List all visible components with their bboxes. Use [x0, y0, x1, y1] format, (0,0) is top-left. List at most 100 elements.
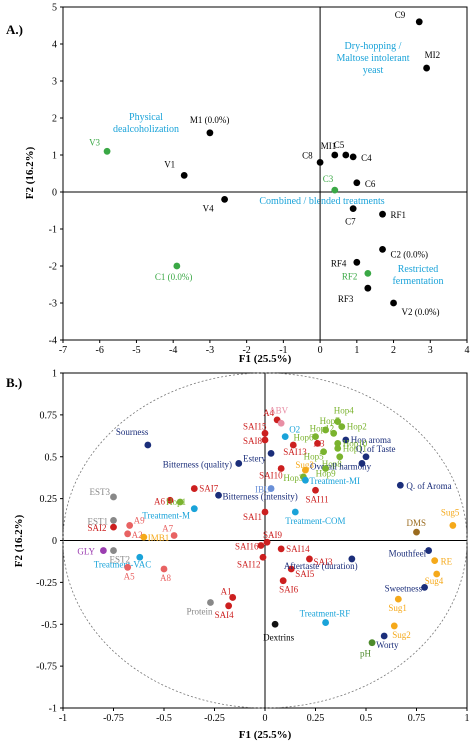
panel-b-point-a9 — [126, 522, 134, 529]
panel-a-point-label-c5: C5 — [334, 140, 345, 150]
panel-a-plot-frame — [62, 6, 468, 341]
panel-b-point-estery — [267, 450, 275, 457]
panel-b-point-sai14 — [277, 545, 285, 553]
panel-a-x-tick-label: 1 — [354, 345, 359, 356]
panel-b-x-tick-label: 1 — [465, 713, 470, 724]
panel-b-point-hop5 — [320, 448, 327, 456]
panel-b-point-label-hop6: Hop6 — [294, 433, 314, 443]
panel-b-point-label-sug2: Sug2 — [392, 630, 411, 640]
panel-b-point-label-sai12: SAI12 — [237, 559, 261, 569]
panel-b-point-label-sai2: SAI2 — [88, 523, 107, 533]
panel-b-point-label-sug1: Sug1 — [388, 603, 407, 613]
panel-b-point-bitterness-intensity — [215, 491, 222, 499]
panel-b-point-a2 — [124, 530, 132, 538]
panel-a-point-c9 — [415, 18, 423, 26]
panel-b-point-label-overall-harmony: Overall harmony — [310, 461, 372, 471]
panel-b-point-sai12 — [259, 553, 267, 561]
panel-b-point-label-est3: EST3 — [90, 487, 111, 497]
panel-a-point-mi1 — [331, 151, 339, 159]
panel-b-x-tick-label: 0 — [263, 713, 268, 724]
panel-a-y-tick-label: -2 — [49, 262, 57, 273]
panel-b-point-label-bitterness-intensity: Bitterness (intensity) — [223, 491, 298, 501]
panel-b-point-label-treatment-m: Treatment-M — [142, 511, 190, 521]
panel-a-label: A.) — [6, 22, 23, 37]
panel-b-x-tick-label: -0.5 — [156, 713, 172, 724]
panel-b-point-hop1 — [176, 498, 184, 506]
panel-a-x-tick-label: 4 — [465, 345, 470, 356]
panel-b-point-label-ph: pH — [360, 649, 372, 659]
panel-a-point-rf3 — [364, 284, 372, 292]
panel-a-x-tick-label: 0 — [318, 345, 323, 356]
panel-b-point-sug3 — [302, 466, 309, 474]
panel-b-x-tick-label: 0.5 — [360, 713, 373, 724]
panel-a-y-tick-label: 1 — [52, 151, 57, 162]
panel-b-point-label-hop7: Hop7 — [320, 416, 340, 426]
panel-b-point-label-aftertaste-duration: Aftertaste (duration) — [284, 561, 358, 571]
panel-b-point-label-sourness: Sourness — [116, 427, 149, 437]
panel-b-point-hop-aroma — [342, 436, 350, 444]
panel-a-point-label-rf3: RF3 — [338, 294, 354, 304]
panel-a-point-v3 — [103, 147, 111, 155]
panel-a-x-tick-label: -5 — [132, 345, 140, 356]
panel-b-point-label-sai5: SAI5 — [295, 569, 315, 579]
panel-a-x-tick-label: 3 — [428, 345, 433, 356]
panel-b-point-label-a6: A6 — [154, 496, 165, 506]
panel-b-point-label-imb1: IMB1 — [148, 533, 170, 543]
panel-a-point-label-v3: V3 — [89, 137, 100, 147]
panel-b-x-tick-label: 0.75 — [408, 713, 426, 724]
panel-b-point-sai7 — [190, 485, 198, 492]
panel-a-point-rf2 — [364, 270, 372, 277]
panel-b-point-sai11 — [312, 486, 319, 494]
panel-b-point-label-sweetness: Sweetness — [385, 583, 423, 593]
panel-b-point-hop6 — [312, 433, 319, 441]
panel-b-point-sai13 — [289, 441, 297, 449]
panel-b-point-bitterness-quality — [235, 460, 243, 467]
panel-a-point-c3 — [331, 186, 339, 194]
panel-b-point-sai2 — [110, 523, 117, 531]
annotation-dry-hopping-line-3: yeast — [363, 65, 384, 76]
panel-a-y-axis-title: F2 (16.2%) — [24, 146, 36, 199]
panel-b-point-a7 — [170, 532, 178, 539]
panel-a-point-label-m1-0-0: M1 (0.0%) — [190, 115, 230, 125]
panel-a-x-tick-label: 2 — [391, 345, 396, 356]
panel-a-point-label-v4: V4 — [203, 203, 214, 213]
panel-b-x-tick-label: -0.25 — [204, 713, 225, 724]
panel-b-y-tick-label: -1 — [49, 704, 57, 715]
panel-a-point-label-c1-0-0: C1 (0.0%) — [155, 272, 193, 282]
panel-a-point-label-rf4: RF4 — [331, 258, 347, 268]
panel-b-y-tick-label: 0.25 — [40, 494, 58, 505]
panel-b-point-hop2 — [338, 423, 346, 430]
panel-b-point-label-hop10: Hop10 — [343, 438, 368, 448]
panel-b-point-re — [431, 557, 439, 564]
panel-b-point-label-sai14: SAI14 — [286, 544, 310, 554]
panel-a-point-label-c2-0-0: C2 (0.0%) — [391, 249, 429, 259]
panel-b-point-label-sai6: SAI6 — [279, 585, 299, 595]
panel-b-point-aftertaste-duration — [348, 555, 356, 563]
panel-b-y-tick-label: 0 — [52, 536, 57, 547]
panel-b-point-label-a1: A1 — [221, 586, 232, 596]
panel-b-point-label-a3: A3 — [314, 438, 325, 448]
panel-a-point-label-c6: C6 — [365, 179, 376, 189]
panel-b-point-label-hop8: Hop8 — [322, 459, 342, 469]
panel-b-point-label-q-of-taste: Q. of Taste — [356, 444, 395, 454]
panel-a-point-c5 — [342, 151, 350, 159]
panel-b-point-hop11 — [334, 444, 342, 452]
panel-b-point-label-sai13: SAI13 — [283, 447, 307, 457]
panel-b-point-label-re: RE — [441, 557, 453, 567]
panel-a-y-tick-label: 0 — [52, 188, 57, 199]
panel-a-x-axis-title: F1 (25.5%) — [239, 353, 292, 365]
panel-b-point-est2 — [110, 547, 117, 554]
panel-b-point-label-hop5: Hop5 — [304, 452, 324, 462]
panel-a-point-v1 — [180, 171, 188, 179]
panel-b-point-o2 — [281, 433, 289, 441]
panel-a-point-v2-0-0 — [390, 299, 397, 307]
panel-a-x-tick-label: -2 — [242, 345, 250, 356]
panel-a-point-mi2 — [423, 64, 430, 72]
panel-b-point-label-sug4: Sug4 — [425, 576, 444, 586]
panel-b-x-tick-label: -0.75 — [103, 713, 124, 724]
panel-a-point-label-v2-0-0: V2 (0.0%) — [402, 307, 440, 317]
panel-b-point-a6 — [166, 496, 174, 504]
panel-b-point-label-treatment-rf: Treatment-RF — [300, 609, 351, 619]
panel-b-point-sug4 — [433, 570, 441, 578]
